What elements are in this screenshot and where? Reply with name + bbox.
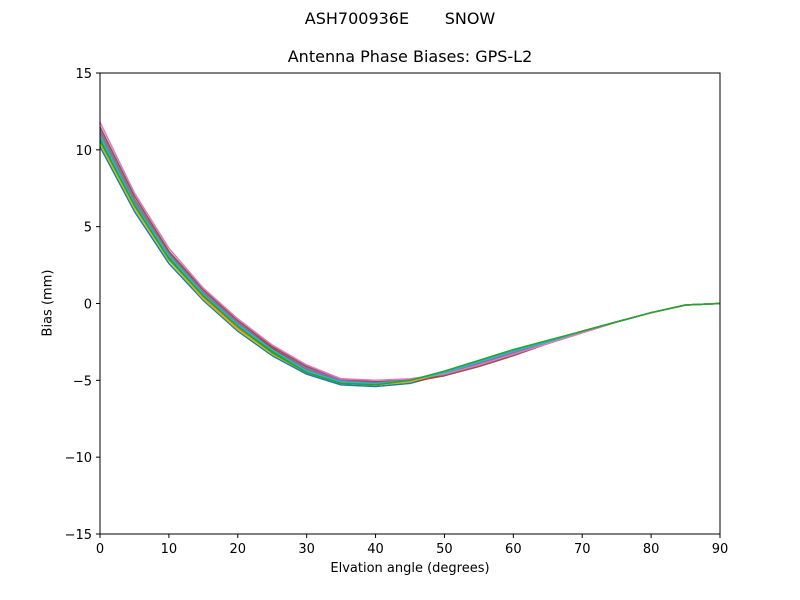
series-line-4 [99, 134, 721, 385]
y-tick-label: −5 [73, 374, 92, 389]
y-tick-label: 0 [84, 298, 92, 313]
series-line-9 [99, 143, 721, 386]
x-tick-label: 10 [161, 542, 178, 557]
series-line-11 [99, 140, 721, 386]
x-tick-label: 20 [230, 542, 247, 557]
x-tick-label: 30 [298, 542, 315, 557]
series-line-3 [99, 138, 721, 386]
x-tick-label: 90 [712, 542, 729, 557]
series-line-5 [99, 129, 721, 383]
x-axis-label: Elvation angle (degrees) [330, 561, 490, 576]
y-tick-label: 10 [75, 144, 92, 159]
y-tick-label: −10 [65, 451, 92, 466]
x-tick-label: 0 [96, 542, 104, 557]
series-line-8 [99, 132, 721, 385]
series-line-10 [99, 135, 721, 385]
series-line-2 [99, 141, 721, 386]
chart-title: Antenna Phase Biases: GPS-L2 [287, 47, 533, 66]
y-axis-label: Bias (mm) [40, 269, 56, 337]
series-line-1 [99, 146, 721, 388]
x-axis-ticks: 0 10 20 30 40 50 60 70 80 90 [96, 534, 728, 557]
data-lines [99, 121, 721, 388]
x-tick-label: 80 [643, 542, 660, 557]
x-tick-label: 70 [574, 542, 591, 557]
series-line-7 [99, 121, 721, 382]
figure-suptitle: ASH700936E SNOW [304, 9, 496, 28]
y-tick-label: 5 [84, 221, 92, 236]
x-tick-label: 50 [436, 542, 453, 557]
y-tick-label: −15 [65, 528, 92, 543]
x-tick-label: 60 [505, 542, 522, 557]
y-tick-label: 15 [75, 67, 92, 82]
series-line-6 [99, 126, 721, 383]
x-tick-label: 40 [367, 542, 384, 557]
plot-frame [99, 72, 721, 535]
y-axis-ticks: −15 −10 −5 0 5 10 15 [65, 67, 100, 543]
